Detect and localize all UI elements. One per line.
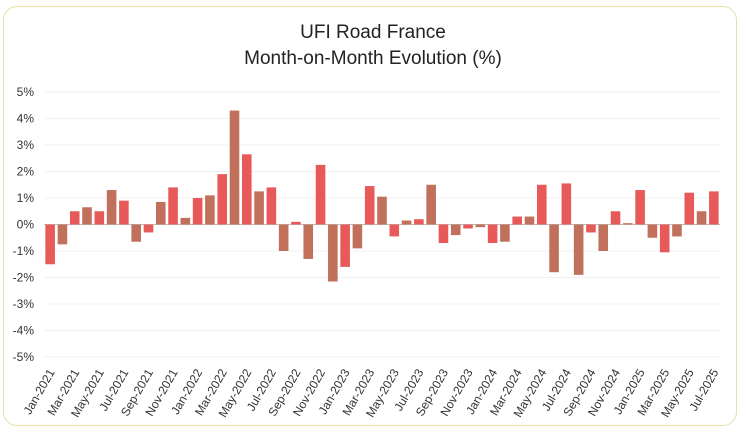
y-tick-label: 3%: [17, 138, 35, 152]
bar: [635, 190, 645, 225]
bar: [180, 217, 191, 225]
bar: [549, 224, 559, 273]
y-tick-label: -4%: [13, 324, 35, 338]
x-axis: Jan-2021Mar-2021May-2021Jul-2021Sep-2021…: [21, 366, 722, 420]
bar: [168, 187, 178, 225]
bar: [561, 183, 572, 225]
bar: [377, 196, 387, 225]
bar: [524, 216, 535, 225]
bar: [500, 224, 510, 242]
y-tick-label: 0%: [17, 218, 35, 232]
chart-title: UFI Road France: [300, 22, 446, 43]
bar: [414, 219, 424, 225]
bar: [143, 224, 154, 233]
bar: [192, 198, 203, 225]
bar: [352, 224, 363, 249]
y-tick-label: 1%: [17, 191, 35, 205]
bar: [696, 211, 707, 225]
bar: [131, 224, 141, 242]
bar: [463, 224, 473, 229]
bar: [573, 224, 584, 275]
bar: [328, 224, 338, 282]
y-tick-label: 4%: [17, 112, 35, 126]
bar: [512, 216, 522, 225]
bar: [586, 224, 596, 233]
bar: [266, 187, 277, 225]
bar: [155, 201, 166, 225]
bar: [94, 211, 105, 225]
bar: [278, 224, 289, 251]
bar: [659, 224, 670, 253]
bar: [401, 220, 412, 225]
chart-subtitle: Month-on-Month Evolution (%): [244, 48, 502, 69]
bar: [119, 200, 129, 225]
bar: [303, 224, 314, 259]
bar: [536, 184, 547, 225]
bar: [438, 224, 449, 244]
y-tick-label: -5%: [13, 350, 35, 364]
bar: [709, 191, 719, 225]
y-tick-label: -1%: [13, 244, 35, 258]
bar: [450, 224, 461, 236]
bar: [315, 164, 326, 225]
bar: [647, 224, 658, 238]
bar: [254, 191, 264, 225]
bar: [45, 224, 55, 265]
y-tick-label: 5%: [17, 85, 35, 99]
bar: [487, 224, 498, 244]
bar: [106, 190, 117, 225]
bar: [426, 184, 436, 225]
y-tick-label: -3%: [13, 297, 35, 311]
bar: [684, 192, 695, 225]
bar: [623, 223, 633, 225]
bar: [672, 224, 682, 237]
bar: [229, 110, 240, 225]
bar: [217, 174, 228, 225]
bar: [364, 186, 375, 225]
bar: [291, 221, 301, 225]
bar: [57, 224, 68, 245]
bar: [598, 224, 609, 251]
bar: [610, 211, 621, 225]
bar: [205, 195, 215, 225]
y-axis: 5% 4% 3% 2% 1% 0% -1% -2% -3% -4% -5%: [13, 85, 35, 364]
y-tick-label: 2%: [17, 165, 35, 179]
y-tick-label: -2%: [13, 271, 35, 285]
bar: [82, 207, 92, 225]
bar: [475, 224, 486, 228]
bar: [389, 224, 400, 237]
bars: [45, 110, 719, 282]
bar: [69, 211, 80, 225]
bar: [340, 224, 350, 267]
bar: [242, 154, 252, 225]
